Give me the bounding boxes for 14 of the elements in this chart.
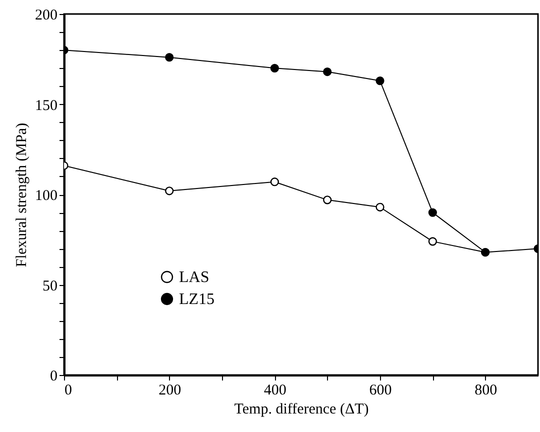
x-tick-label: 400 [264, 382, 286, 398]
x-tick-label: 200 [158, 382, 182, 398]
y-tick-label: 200 [35, 8, 58, 24]
y-tick-label: 100 [35, 188, 58, 204]
y-tick-label: 0 [50, 368, 58, 384]
legend-label: LAS [179, 269, 210, 286]
y-tick-label: 50 [42, 278, 58, 294]
y-axis-title: Flexural strength (MPa) [14, 122, 30, 268]
x-tick-label: 800 [474, 382, 498, 398]
legend-label: LZ15 [179, 291, 215, 308]
x-axis-title: Temp. difference (ΔT) [234, 402, 369, 418]
x-tick-label: 0 [64, 382, 72, 398]
x-tick-label: 600 [369, 382, 392, 398]
y-tick-label: 150 [35, 98, 58, 114]
